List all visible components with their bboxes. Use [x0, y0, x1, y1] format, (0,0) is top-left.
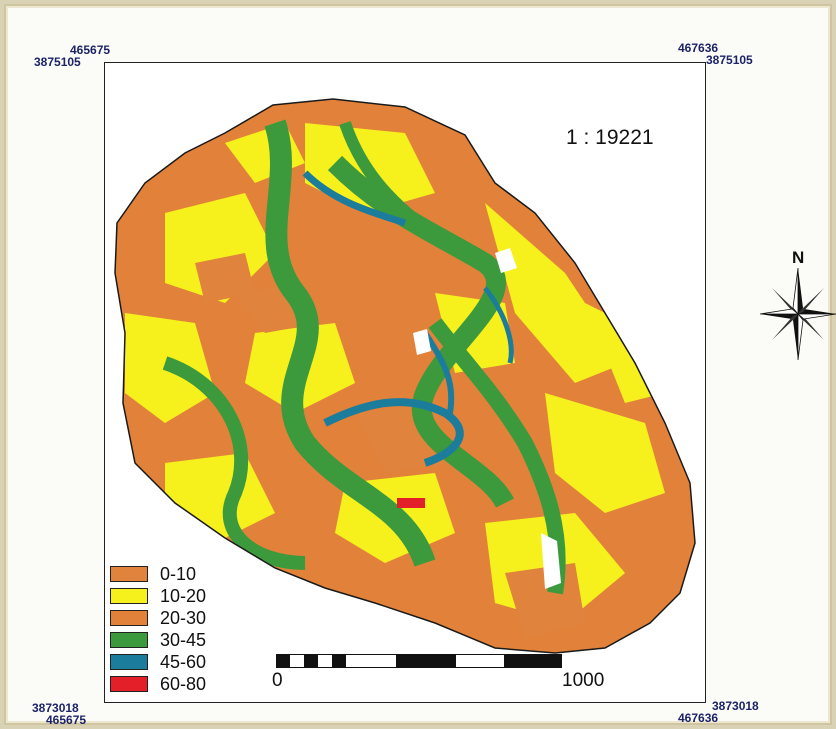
slope-map-canvas: [114, 98, 696, 654]
map-scale-label: 1 : 19221: [566, 126, 654, 149]
slope-gap: [413, 329, 431, 355]
north-label: N: [792, 248, 805, 267]
corner-top-right-northing: 3875105: [706, 53, 753, 67]
slope-gap: [495, 248, 517, 273]
slope-band: [422, 331, 455, 414]
slope-band: [302, 170, 407, 227]
north-arrow-icon: [759, 267, 836, 361]
slope-gap: [541, 533, 561, 589]
legend-swatch: [110, 676, 148, 692]
corner-top-left-easting: 465675: [70, 43, 111, 57]
legend-label: 10-20: [160, 586, 207, 606]
map-frame: 465675 3875105 467636 3875105 3873018 46…: [6, 6, 836, 727]
legend-label: 0-10: [160, 564, 197, 584]
scale-bar-start-label: 0: [272, 670, 283, 691]
slope-band: [483, 286, 514, 364]
corner-bottom-right-northing: 3873018: [712, 699, 759, 713]
legend-label: 20-30: [160, 608, 207, 628]
legend-swatch: [110, 566, 148, 582]
legend-label: 60-80: [160, 674, 207, 694]
corner-bottom-right-easting: 467636: [678, 711, 719, 725]
legend-swatch: [110, 632, 148, 648]
slope-band: [339, 121, 449, 248]
corner-top-right-easting: 467636: [678, 41, 719, 55]
slope-band: [162, 356, 306, 570]
slope-patch: [505, 563, 585, 638]
slope-band: [264, 119, 436, 567]
corner-bottom-left-northing: 3873018: [32, 701, 79, 715]
slope-patch: [195, 253, 255, 303]
corner-top-left-northing: 3875105: [34, 55, 81, 69]
corner-bottom-left-easting: 465675: [46, 713, 87, 727]
legend-label: 45-60: [160, 652, 207, 672]
slope-patch: [397, 498, 425, 508]
slope-patch: [485, 203, 625, 383]
legend-swatch: [110, 610, 148, 626]
scale-bar-end-label: 1000: [562, 670, 605, 691]
legend-swatch: [110, 588, 148, 604]
map-area: [104, 62, 706, 703]
legend-swatch: [110, 654, 148, 670]
slope-band: [428, 318, 566, 595]
scale-bar-graphic: [276, 654, 562, 668]
slope-patch: [545, 393, 665, 513]
slope-band: [323, 398, 464, 467]
legend-label: 30-45: [160, 630, 207, 650]
study-area-boundary: [114, 98, 696, 654]
